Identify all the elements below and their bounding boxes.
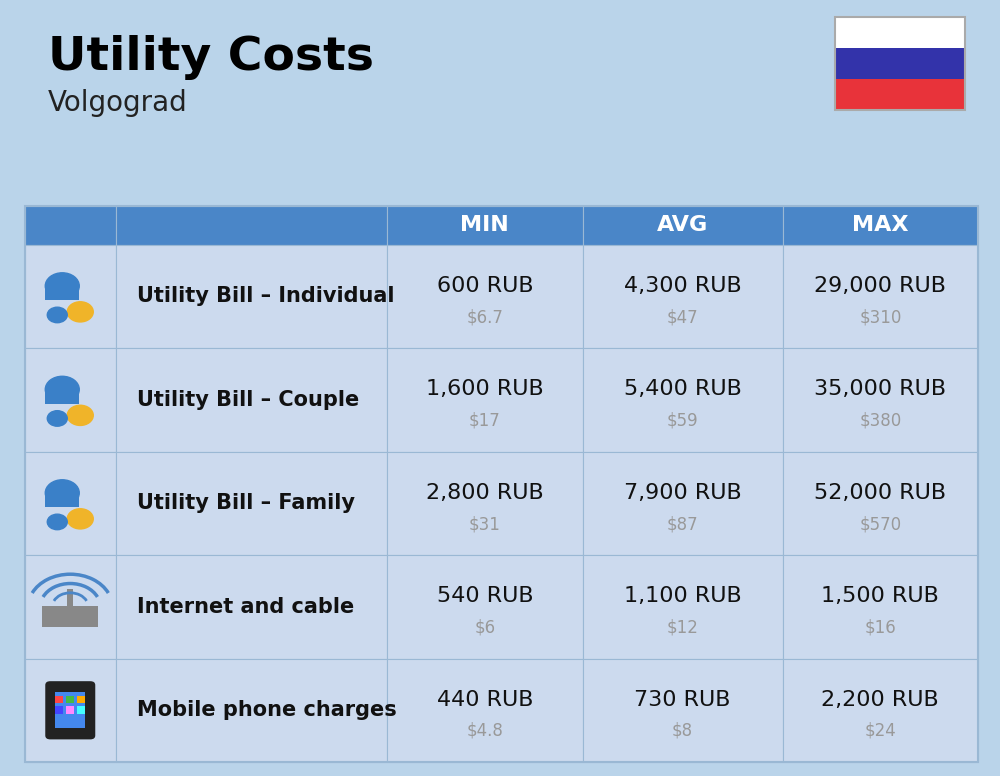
Bar — [116, 206, 387, 244]
Text: $310: $310 — [859, 308, 902, 326]
Text: 52,000 RUB: 52,000 RUB — [814, 483, 946, 503]
Bar — [25, 348, 116, 452]
Bar — [77, 695, 85, 703]
Bar — [66, 695, 74, 703]
Bar — [583, 348, 783, 452]
Text: $6.7: $6.7 — [466, 308, 503, 326]
Text: $87: $87 — [667, 515, 698, 533]
Text: 2,200 RUB: 2,200 RUB — [821, 690, 939, 710]
Text: $6: $6 — [474, 618, 495, 636]
Bar — [387, 659, 583, 762]
Bar — [835, 17, 965, 48]
Circle shape — [45, 376, 79, 403]
Bar — [25, 555, 116, 659]
Bar — [45, 390, 79, 404]
Bar — [66, 706, 74, 714]
Bar — [45, 286, 79, 300]
Bar — [116, 348, 387, 452]
Circle shape — [47, 307, 67, 323]
Circle shape — [67, 302, 93, 322]
Text: 29,000 RUB: 29,000 RUB — [814, 276, 946, 296]
Text: 7,900 RUB: 7,900 RUB — [624, 483, 741, 503]
Bar — [583, 206, 783, 244]
Text: 1,600 RUB: 1,600 RUB — [426, 379, 544, 400]
Text: 1,100 RUB: 1,100 RUB — [624, 587, 741, 607]
Circle shape — [47, 514, 67, 530]
Bar — [77, 706, 85, 714]
Bar — [387, 206, 583, 244]
Bar — [783, 206, 978, 244]
Text: $4.8: $4.8 — [466, 722, 503, 740]
Bar — [67, 589, 73, 606]
Bar — [835, 79, 965, 110]
Bar — [116, 244, 387, 348]
Bar — [783, 244, 978, 348]
Text: $570: $570 — [859, 515, 901, 533]
Text: 1,500 RUB: 1,500 RUB — [821, 587, 939, 607]
Bar — [42, 606, 98, 628]
Circle shape — [67, 405, 93, 425]
Bar — [116, 555, 387, 659]
Bar — [583, 659, 783, 762]
Text: MIN: MIN — [460, 215, 509, 235]
Bar — [116, 452, 387, 555]
Circle shape — [45, 273, 79, 300]
Bar — [583, 452, 783, 555]
Text: Mobile phone charges: Mobile phone charges — [137, 700, 397, 720]
Circle shape — [45, 480, 79, 506]
Text: MAX: MAX — [852, 215, 909, 235]
FancyBboxPatch shape — [45, 681, 95, 740]
Circle shape — [67, 509, 93, 529]
Bar — [25, 659, 116, 762]
Text: 4,300 RUB: 4,300 RUB — [624, 276, 741, 296]
Bar — [25, 206, 116, 244]
Bar — [45, 493, 79, 508]
Bar — [835, 48, 965, 79]
Bar — [116, 659, 387, 762]
Bar — [55, 692, 85, 728]
Bar — [55, 695, 63, 703]
Text: Volgograd: Volgograd — [48, 89, 188, 117]
Text: 2,800 RUB: 2,800 RUB — [426, 483, 544, 503]
Bar — [25, 206, 978, 762]
Bar — [25, 244, 116, 348]
Bar — [387, 452, 583, 555]
Text: 35,000 RUB: 35,000 RUB — [814, 379, 946, 400]
Text: $17: $17 — [469, 411, 501, 430]
Bar — [783, 659, 978, 762]
Text: $8: $8 — [672, 722, 693, 740]
Text: 5,400 RUB: 5,400 RUB — [624, 379, 742, 400]
Text: AVG: AVG — [657, 215, 708, 235]
Bar — [783, 348, 978, 452]
Text: Utility Bill – Individual: Utility Bill – Individual — [137, 286, 395, 307]
Bar — [387, 555, 583, 659]
Bar — [387, 348, 583, 452]
Text: 540 RUB: 540 RUB — [437, 587, 533, 607]
Bar — [783, 452, 978, 555]
Text: $380: $380 — [859, 411, 901, 430]
Text: $31: $31 — [469, 515, 501, 533]
Text: $16: $16 — [864, 618, 896, 636]
Bar — [783, 555, 978, 659]
Text: $47: $47 — [667, 308, 698, 326]
Text: $12: $12 — [667, 618, 699, 636]
Text: 730 RUB: 730 RUB — [634, 690, 731, 710]
Bar — [835, 17, 965, 110]
Bar — [25, 452, 116, 555]
Bar — [583, 244, 783, 348]
Text: $59: $59 — [667, 411, 698, 430]
Text: 440 RUB: 440 RUB — [437, 690, 533, 710]
Bar — [55, 706, 63, 714]
Circle shape — [47, 411, 67, 426]
Text: Internet and cable: Internet and cable — [137, 597, 355, 617]
Text: 600 RUB: 600 RUB — [437, 276, 533, 296]
Text: Utility Bill – Couple: Utility Bill – Couple — [137, 390, 360, 410]
Text: Utility Costs: Utility Costs — [48, 35, 374, 80]
Text: $24: $24 — [864, 722, 896, 740]
Bar — [583, 555, 783, 659]
Text: Utility Bill – Family: Utility Bill – Family — [137, 494, 355, 513]
Bar — [387, 244, 583, 348]
